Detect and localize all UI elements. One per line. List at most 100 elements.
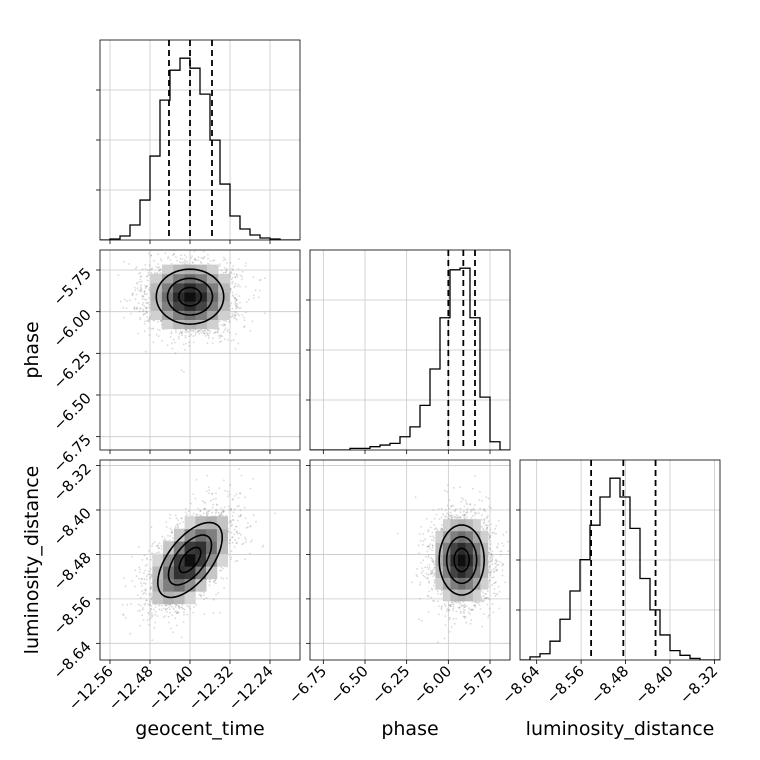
scatter-point <box>192 512 195 515</box>
scatter-point <box>143 305 146 308</box>
scatter-point <box>122 260 125 263</box>
scatter-point <box>174 527 177 529</box>
scatter-point <box>204 330 207 332</box>
scatter-point <box>155 265 158 268</box>
scatter-point <box>223 338 226 341</box>
scatter-point <box>243 506 246 509</box>
scatter-point <box>193 257 196 260</box>
scatter-point <box>146 302 149 304</box>
scatter-point <box>144 320 147 323</box>
scatter-point <box>148 592 151 595</box>
panel-frame <box>309 249 511 451</box>
scatter-point <box>172 607 175 609</box>
scatter-point <box>192 330 195 333</box>
scatter-point <box>208 510 211 512</box>
scatter-point <box>148 573 151 576</box>
scatter-point <box>192 261 194 263</box>
scatter-point <box>186 605 188 607</box>
scatter-point <box>165 526 168 528</box>
scatter-point <box>145 306 148 309</box>
scatter-point <box>150 608 153 610</box>
scatter-point <box>174 605 177 608</box>
scatter-point <box>228 508 231 511</box>
scatter-point <box>145 301 148 304</box>
scatter-point <box>169 336 172 338</box>
density-cell <box>206 319 219 330</box>
scatter-point <box>151 545 153 547</box>
scatter-point <box>146 279 149 282</box>
scatter-point <box>175 604 178 606</box>
scatter-point <box>239 285 241 288</box>
scatter-point <box>149 610 151 613</box>
scatter-point <box>156 272 159 275</box>
scatter-point <box>238 532 241 535</box>
scatter-point <box>169 535 172 537</box>
scatter-point <box>228 539 231 542</box>
histogram-step <box>310 267 510 450</box>
scatter-point <box>218 334 220 337</box>
scatter-point <box>158 266 160 269</box>
scatter-point <box>218 263 221 266</box>
scatter-point <box>143 292 146 295</box>
scatter-point <box>157 335 160 338</box>
scatter-point <box>121 613 124 616</box>
scatter-point <box>198 332 201 335</box>
scatter-point <box>171 347 174 350</box>
scatter-point <box>165 521 168 523</box>
scatter-point <box>185 342 187 345</box>
scatter-point <box>254 289 257 292</box>
density-cell <box>206 264 219 275</box>
scatter-point <box>201 329 203 332</box>
scatter-point <box>241 278 244 281</box>
scatter-point <box>238 504 240 507</box>
y-tick-label: −6.00 <box>50 306 95 351</box>
scatter-point <box>220 269 223 272</box>
scatter-point <box>145 578 148 581</box>
scatter-point <box>224 323 226 326</box>
scatter-point <box>220 324 222 326</box>
scatter-point <box>140 288 143 291</box>
scatter-point <box>139 276 142 278</box>
scatter-point <box>233 528 236 531</box>
scatter-point <box>243 326 245 328</box>
scatter-point <box>235 274 238 276</box>
scatter-point <box>244 262 247 264</box>
scatter-point <box>135 293 138 296</box>
scatter-point <box>224 258 227 261</box>
scatter-point <box>252 477 255 480</box>
scatter-point <box>136 308 138 310</box>
scatter-point <box>252 297 255 299</box>
scatter-point <box>236 303 239 305</box>
scatter-point <box>150 248 152 250</box>
scatter-point <box>148 604 151 607</box>
scatter-point <box>212 337 215 340</box>
scatter-point <box>160 259 163 262</box>
scatter-point <box>142 308 145 311</box>
scatter-point <box>215 492 217 495</box>
scatter-point <box>230 556 233 559</box>
scatter-point <box>177 519 179 522</box>
scatter-point <box>180 261 183 264</box>
scatter-point <box>211 342 214 345</box>
scatter-point <box>233 314 236 317</box>
scatter-point <box>228 321 231 323</box>
scatter-point <box>147 252 150 255</box>
scatter-point <box>228 493 231 496</box>
scatter-point <box>249 541 252 543</box>
scatter-point <box>167 256 170 258</box>
scatter-point <box>136 306 139 309</box>
scatter-point <box>139 571 141 574</box>
scatter-point <box>221 335 224 338</box>
scatter-point <box>243 325 246 328</box>
scatter-point <box>235 493 238 495</box>
scatter-point <box>170 331 173 333</box>
scatter-point <box>169 611 172 614</box>
scatter-point <box>135 307 138 310</box>
scatter-point <box>232 295 235 298</box>
scatter-point <box>209 329 212 332</box>
scatter-point <box>252 514 255 517</box>
y-tick-label: −6.25 <box>50 347 95 392</box>
scatter-point <box>230 316 233 318</box>
scatter-point <box>228 320 231 322</box>
scatter-point <box>133 307 136 310</box>
